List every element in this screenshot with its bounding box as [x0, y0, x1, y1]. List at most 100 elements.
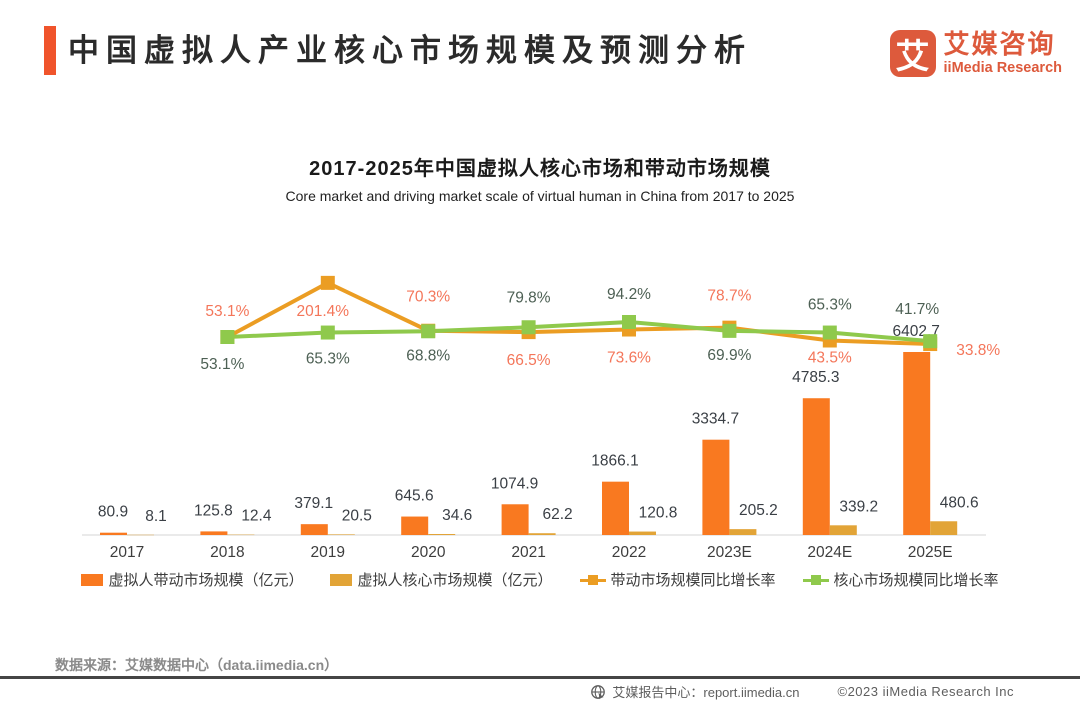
- legend-item-1[interactable]: 虚拟人核心市场规模（亿元）: [330, 569, 553, 590]
- value-driving-2023E: 3334.7: [692, 411, 739, 428]
- brand-logo: 艾 艾媒咨询 iiMedia Research: [889, 29, 1062, 77]
- bar-driving-2018: [200, 531, 228, 535]
- brand-logo-icon: 艾: [889, 30, 936, 77]
- bar-driving-2021: [501, 504, 529, 535]
- legend-label: 虚拟人核心市场规模（亿元）: [357, 572, 553, 589]
- value-core-2022: 120.8: [639, 505, 678, 522]
- pct-driving-2023E: 78.7%: [707, 288, 751, 305]
- marker-core-2023E: [722, 323, 737, 338]
- x-tick-2019: 2019: [311, 544, 345, 561]
- x-tick-2022: 2022: [612, 544, 646, 561]
- value-core-2019: 20.5: [342, 507, 372, 524]
- bar-driving-2019: [300, 524, 328, 535]
- bar-core-2019: [327, 534, 355, 535]
- marker-core-2018: [220, 330, 235, 344]
- value-driving-2017: 80.9: [98, 504, 128, 521]
- bar-core-2022: [629, 531, 656, 535]
- footer-divider: [0, 676, 1080, 679]
- marker-core-2021: [521, 320, 536, 335]
- bar-core-2021: [528, 533, 556, 535]
- x-tick-2018: 2018: [210, 544, 244, 561]
- legend-line-icon: [802, 574, 829, 586]
- value-core-2020: 34.6: [442, 507, 472, 524]
- value-driving-2022: 1866.1: [591, 453, 638, 470]
- brand-name-en: iiMedia Research: [943, 60, 1062, 77]
- value-core-2025E: 480.6: [940, 494, 979, 511]
- value-core-2024E: 339.2: [839, 498, 878, 515]
- marker-core-2019: [320, 325, 335, 340]
- pct-core-2025E: 41.7%: [895, 301, 939, 318]
- bar-driving-2025E: [903, 352, 931, 535]
- chart-legend: 虚拟人带动市场规模（亿元） 虚拟人核心市场规模（亿元） 带动市场规模同比增长率 核心市…: [0, 569, 1080, 590]
- pct-driving-2024E: 43.5%: [808, 350, 852, 367]
- marker-core-2022: [622, 314, 636, 329]
- pct-driving-2019: 201.4%: [297, 303, 350, 320]
- bar-core-2023E: [729, 529, 757, 535]
- value-driving-2020: 645.6: [395, 488, 434, 505]
- pct-driving-2021: 66.5%: [507, 352, 551, 369]
- value-driving-2021: 1074.9: [491, 475, 538, 492]
- value-core-2018: 12.4: [241, 508, 272, 525]
- market-scale-chart: 80.9 8.1 2017 125.8 12.4 2018 379.1 20.5 2019 645…: [82, 275, 1000, 561]
- pct-driving-2020: 70.3%: [406, 289, 450, 306]
- pct-core-2021: 79.8%: [507, 289, 551, 306]
- data-source: 数据来源：艾媒数据中心（data.iimedia.cn）: [55, 657, 339, 673]
- page-header: 中国虚拟人产业核心市场规模及预测分析 艾 艾媒咨询 iiMedia Resear…: [44, 26, 1062, 77]
- chart-subtitle: Core market and driving market scale of …: [285, 188, 795, 204]
- marker-core-2024E: [822, 325, 837, 340]
- legend-item-2[interactable]: 带动市场规模同比增长率: [579, 569, 776, 590]
- x-tick-2021: 2021: [511, 544, 545, 561]
- legend-swatch-icon: [81, 573, 104, 586]
- report-center: 艾媒报告中心：report.iimedia.cn: [590, 682, 800, 701]
- report-center-text: 艾媒报告中心：report.iimedia.cn: [612, 685, 800, 700]
- pct-core-2022: 94.2%: [607, 286, 651, 303]
- pct-core-2018: 53.1%: [200, 356, 244, 373]
- value-driving-2024E: 4785.3: [792, 369, 839, 386]
- pct-driving-2025E: 33.8%: [956, 342, 1000, 359]
- brand-name-cn: 艾媒咨询: [943, 29, 1056, 60]
- bar-core-2025E: [930, 521, 958, 535]
- bar-driving-2022: [602, 481, 629, 535]
- pct-driving-2022: 73.6%: [607, 350, 651, 367]
- footer-right: 艾媒报告中心：report.iimedia.cn ©2023 iiMedia R…: [590, 682, 1014, 701]
- page-title: 中国虚拟人产业核心市场规模及预测分析: [68, 33, 752, 68]
- legend-item-0[interactable]: 虚拟人带动市场规模（亿元）: [81, 569, 303, 590]
- bar-core-2024E: [829, 525, 857, 535]
- x-tick-2024E: 2024E: [807, 544, 852, 561]
- bar-driving-2017: [100, 532, 127, 535]
- line-core-growth: [227, 319, 931, 344]
- bar-core-2020: [428, 534, 456, 535]
- title-accent-bar: [44, 26, 56, 75]
- x-tick-2025E: 2025E: [908, 544, 953, 561]
- legend-swatch-icon: [330, 573, 353, 586]
- pct-core-2019: 65.3%: [306, 351, 350, 368]
- pct-core-2020: 68.8%: [406, 347, 450, 364]
- marker-core-2020: [421, 324, 436, 339]
- pct-core-2023E: 69.9%: [707, 347, 751, 364]
- bar-driving-2024E: [802, 398, 830, 535]
- value-driving-2018: 125.8: [194, 502, 233, 519]
- x-tick-2023E: 2023E: [707, 544, 752, 561]
- chart-title: 2017-2025年中国虚拟人核心市场和带动市场规模: [309, 158, 771, 180]
- bar-driving-2020: [401, 516, 429, 535]
- chart-canvas: 80.9 8.1 2017 125.8 12.4 2018 379.1 20.5 2019 645…: [0, 240, 1080, 570]
- legend-label: 虚拟人带动市场规模（亿元）: [108, 572, 304, 589]
- value-driving-2019: 379.1: [294, 495, 333, 512]
- legend-label: 核心市场规模同比增长率: [833, 572, 999, 589]
- marker-core-2025E: [923, 334, 938, 349]
- line-driving-growth: [226, 280, 931, 347]
- legend-line-icon: [579, 574, 606, 586]
- copyright: ©2023 iiMedia Research Inc: [837, 684, 1014, 699]
- x-tick-2017: 2017: [110, 544, 144, 561]
- globe-icon: [591, 684, 606, 699]
- value-core-2017: 8.1: [145, 508, 167, 525]
- value-core-2023E: 205.2: [739, 502, 778, 519]
- marker-driving-2019: [320, 275, 335, 290]
- legend-item-3[interactable]: 核心市场规模同比增长率: [802, 569, 999, 590]
- x-tick-2020: 2020: [411, 544, 446, 561]
- value-core-2021: 62.2: [543, 506, 573, 523]
- legend-label: 带动市场规模同比增长率: [610, 572, 776, 589]
- pct-core-2024E: 65.3%: [808, 297, 852, 314]
- bar-driving-2023E: [702, 439, 730, 535]
- pct-driving-2018: 53.1%: [205, 303, 249, 320]
